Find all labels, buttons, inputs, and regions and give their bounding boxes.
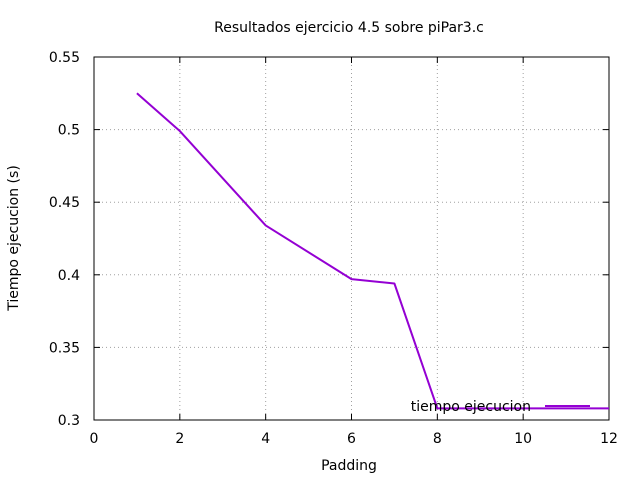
- y-tick-label: 0.45: [49, 195, 80, 211]
- y-tick-label: 0.3: [58, 413, 80, 429]
- y-tick-label: 0.35: [49, 340, 80, 356]
- x-axis-label: Padding: [321, 458, 377, 474]
- y-tick-label: 0.4: [58, 268, 80, 284]
- x-tick-label: 8: [433, 431, 442, 447]
- x-tick-label: 2: [175, 431, 184, 447]
- x-tick-label: 4: [261, 431, 270, 447]
- x-tick-label: 10: [514, 431, 532, 447]
- legend-label: tiempo ejecucion: [411, 399, 531, 415]
- x-tick-labels: 0 2 4 6 8 10 12: [90, 431, 618, 447]
- x-tick-label: 12: [600, 431, 618, 447]
- axis-ticks: [93, 56, 610, 421]
- legend: tiempo ejecucion: [411, 399, 590, 415]
- y-tick-label: 0.5: [58, 123, 80, 139]
- y-axis-label: Tiempo ejecucion (s): [6, 165, 22, 312]
- grid-lines: [94, 57, 609, 420]
- series-lines: [136, 92, 609, 410]
- y-tick-labels: 0.3 0.35 0.4 0.45 0.5 0.55: [49, 50, 80, 429]
- x-tick-label: 0: [90, 431, 99, 447]
- y-tick-label: 0.55: [49, 50, 80, 66]
- series-line: [136, 92, 609, 410]
- x-tick-label: 6: [347, 431, 356, 447]
- chart-title: Resultados ejercicio 4.5 sobre piPar3.c: [214, 20, 484, 36]
